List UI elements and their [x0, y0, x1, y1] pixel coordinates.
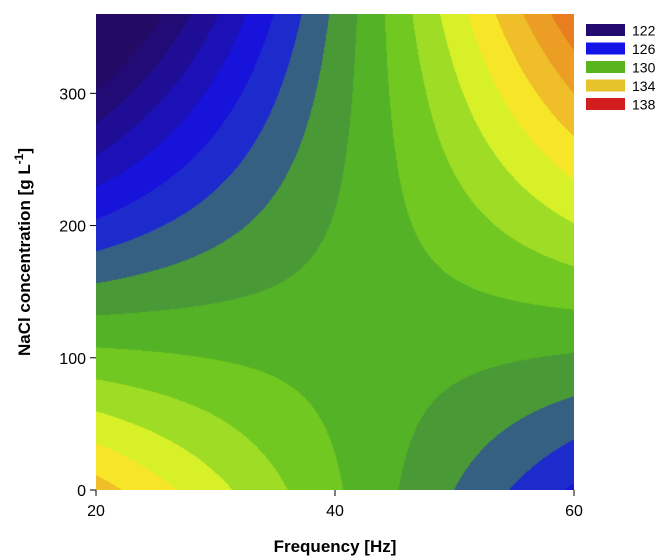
legend-swatch [586, 42, 625, 55]
x-tick-label: 40 [326, 503, 344, 520]
legend-swatch [586, 98, 625, 110]
legend-label: 138 [632, 97, 656, 113]
y-axis-title-superscript: -1 [12, 153, 26, 164]
y-axis: 0 100 200 300 [59, 86, 96, 500]
y-tick-label: 200 [59, 219, 86, 236]
y-tick-label: 300 [59, 86, 86, 103]
legend-swatch [586, 79, 625, 92]
legend-label: 122 [632, 23, 656, 39]
x-tick-label: 20 [87, 503, 105, 520]
x-axis: 20 40 60 [87, 490, 583, 520]
legend-label: 130 [632, 60, 656, 76]
legend-label: 134 [632, 78, 656, 94]
legend-swatch [586, 24, 625, 36]
y-tick-label: 100 [59, 351, 86, 368]
x-axis-title: Frequency [Hz] [274, 537, 397, 556]
legend-label: 126 [632, 41, 656, 57]
y-axis-title-end: ] [15, 148, 34, 154]
legend: 122 126 130 134 138 [586, 23, 656, 113]
y-axis-title-main: NaCl concentration [g L [15, 164, 34, 356]
contour-plot [96, 14, 574, 490]
y-axis-title-group: NaCl concentration [g L-1] [12, 148, 34, 356]
contour-surface [96, 14, 574, 490]
legend-swatch [586, 61, 625, 73]
x-tick-label: 60 [565, 503, 583, 520]
y-tick-label: 0 [77, 483, 86, 500]
y-axis-title: NaCl concentration [g L-1] [12, 148, 34, 356]
